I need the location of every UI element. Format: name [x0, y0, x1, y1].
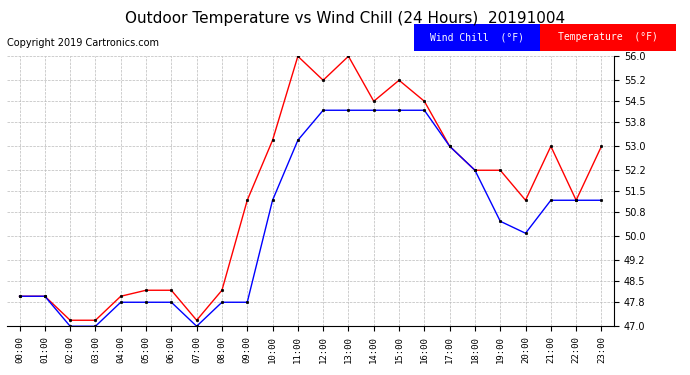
- FancyBboxPatch shape: [540, 24, 676, 51]
- FancyBboxPatch shape: [414, 24, 540, 51]
- Text: Copyright 2019 Cartronics.com: Copyright 2019 Cartronics.com: [7, 38, 159, 48]
- Text: Wind Chill  (°F): Wind Chill (°F): [430, 33, 524, 42]
- Text: Outdoor Temperature vs Wind Chill (24 Hours)  20191004: Outdoor Temperature vs Wind Chill (24 Ho…: [125, 11, 565, 26]
- Text: Temperature  (°F): Temperature (°F): [558, 33, 658, 42]
